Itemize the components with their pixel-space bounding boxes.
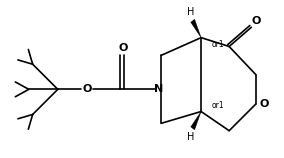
- Text: H: H: [187, 132, 194, 142]
- Polygon shape: [191, 19, 201, 38]
- Text: or1: or1: [212, 40, 225, 49]
- Text: or1: or1: [212, 100, 225, 109]
- Text: H: H: [187, 7, 194, 17]
- Polygon shape: [191, 112, 201, 130]
- Text: N: N: [154, 84, 163, 94]
- Text: O: O: [251, 16, 260, 26]
- Text: O: O: [259, 99, 269, 109]
- Text: O: O: [118, 43, 128, 53]
- Text: O: O: [83, 84, 92, 94]
